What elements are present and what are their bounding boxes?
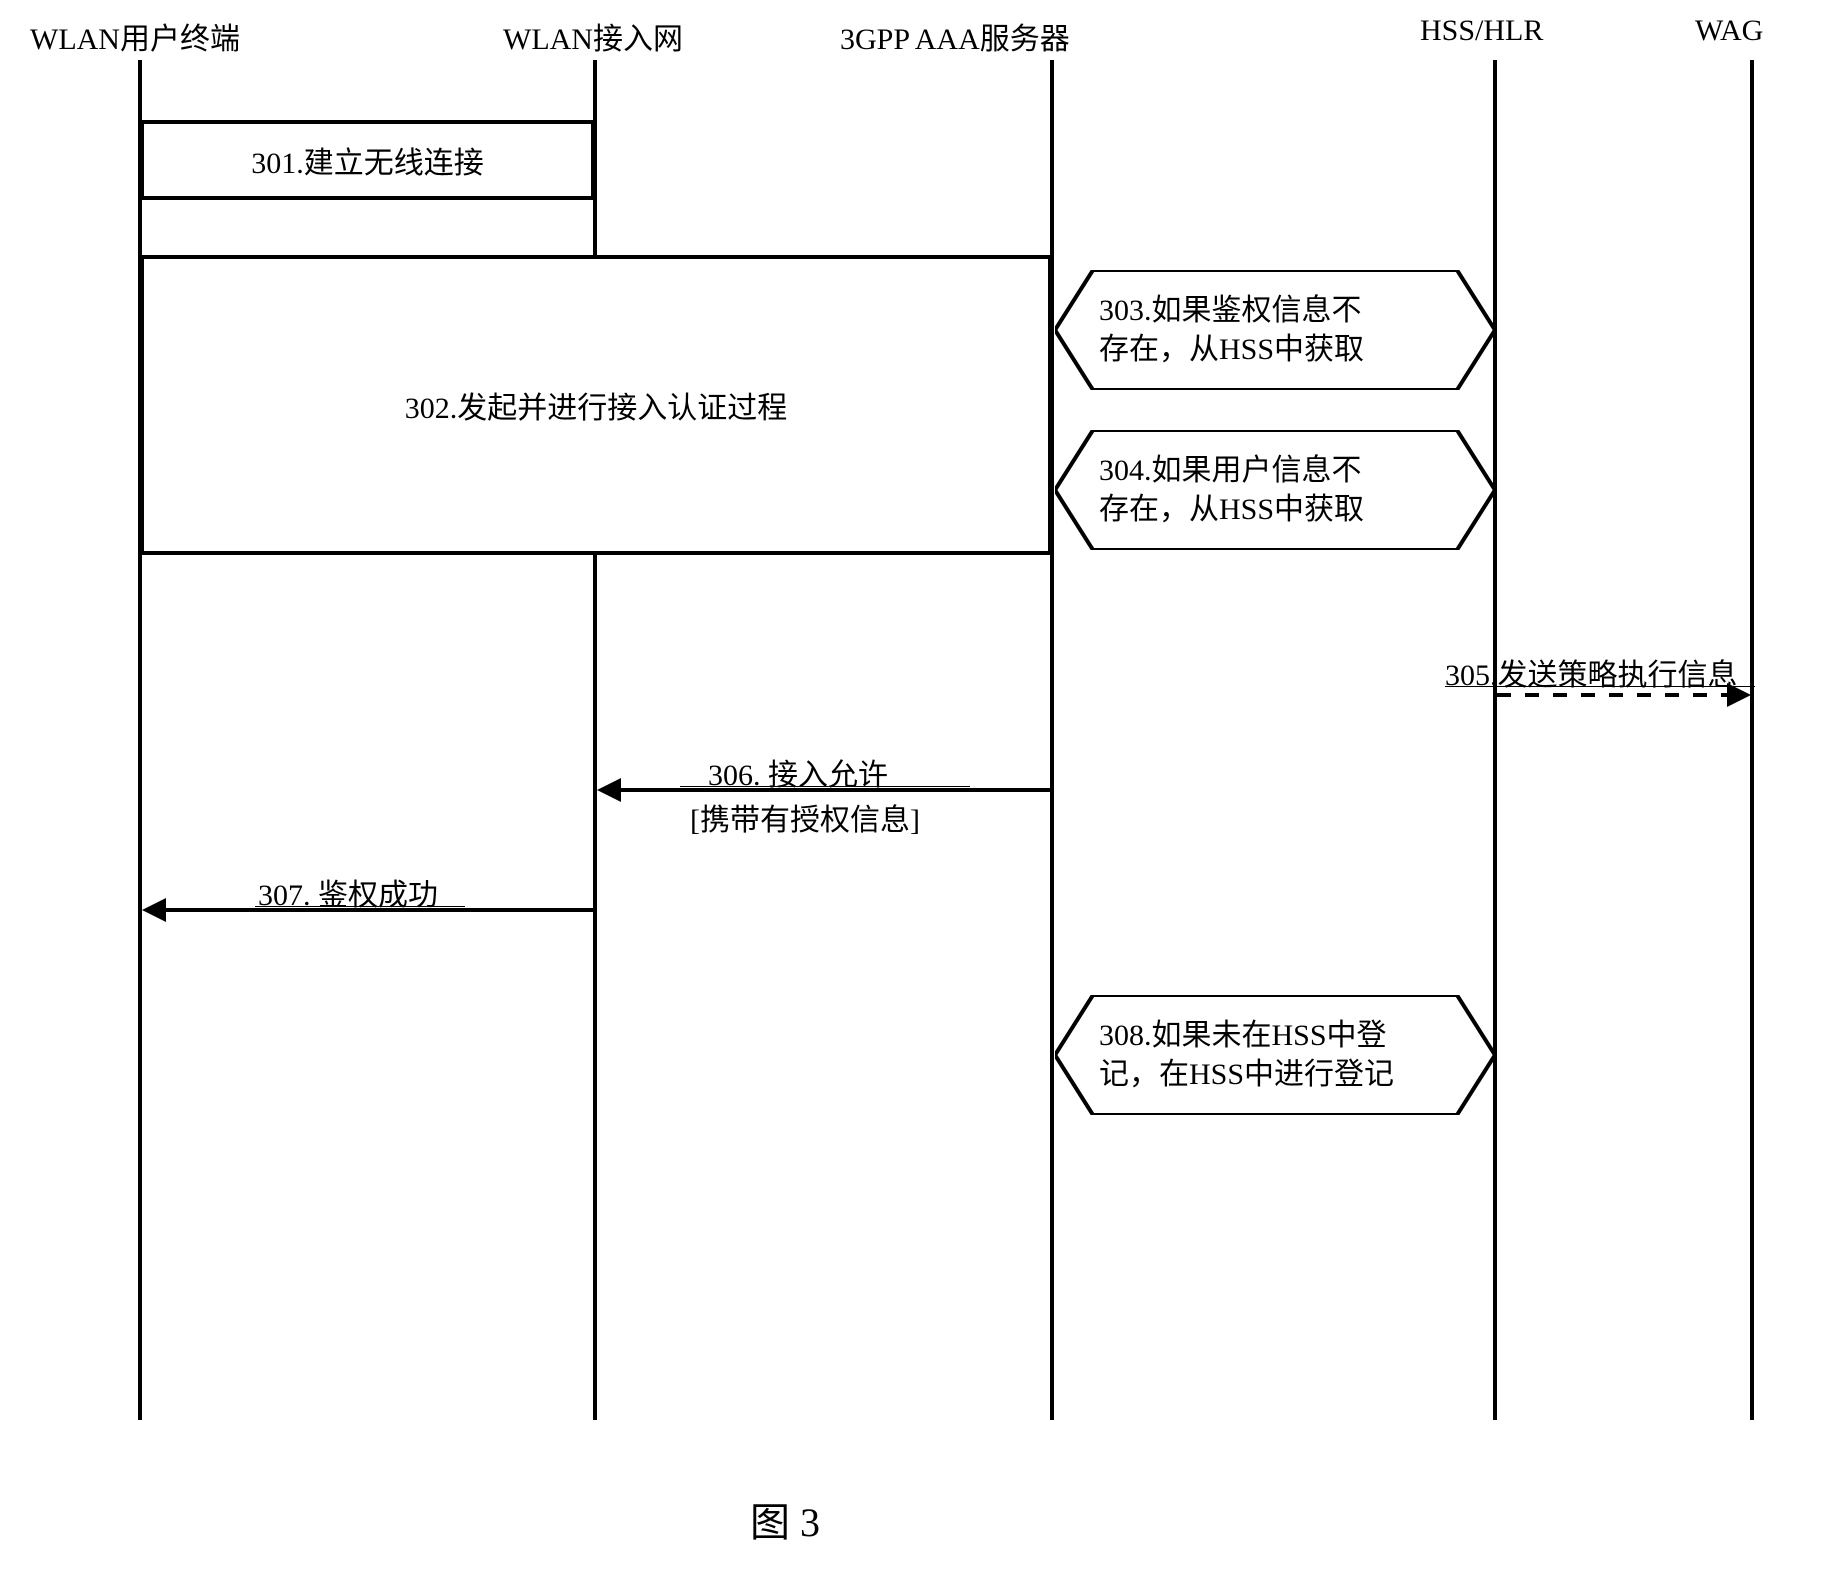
step-306-arrowhead [597, 778, 621, 802]
actor-label-wan: WLAN接入网 [503, 14, 683, 58]
step-301-label: 301.建立无线连接 [251, 138, 484, 182]
step-308-line1: 308.如果未在HSS中登 [1099, 1019, 1387, 1052]
step-304-hex: 304.如果用户信息不 存在，从HSS中获取 [1055, 430, 1495, 550]
step-307-arrowhead [142, 898, 166, 922]
step-303-line2: 存在，从HSS中获取 [1099, 333, 1364, 366]
sequence-diagram: WLAN用户终端 WLAN接入网 3GPP AAA服务器 HSS/HLR WAG… [0, 0, 1835, 1592]
step-308-line2: 记，在HSS中进行登记 [1099, 1058, 1394, 1091]
step-306-line [619, 788, 1052, 792]
step-302-label: 302.发起并进行接入认证过程 [405, 383, 788, 427]
actor-label-hss: HSS/HLR [1420, 14, 1543, 48]
lifeline-wag [1750, 60, 1754, 1420]
step-304-line1: 304.如果用户信息不 [1099, 454, 1362, 487]
step-305-label: 305.发送策略执行信息 [1445, 650, 1738, 694]
step-301-box: 301.建立无线连接 [140, 120, 595, 200]
step-305-line [1497, 693, 1727, 697]
step-307-underline [255, 906, 465, 907]
figure-caption: 图 3 [750, 1490, 820, 1548]
step-303-hex: 303.如果鉴权信息不 存在，从HSS中获取 [1055, 270, 1495, 390]
step-305-arrowhead [1727, 683, 1751, 707]
step-306-label-bottom: [携带有授权信息] [690, 795, 920, 839]
step-305-underline [1445, 686, 1755, 687]
actor-label-wag: WAG [1695, 14, 1763, 48]
actor-label-ue: WLAN用户终端 [30, 14, 240, 58]
lifeline-hss [1493, 60, 1497, 1420]
step-304-line2: 存在，从HSS中获取 [1099, 493, 1364, 526]
step-308-hex: 308.如果未在HSS中登 记，在HSS中进行登记 [1055, 995, 1495, 1115]
actor-label-aaa: 3GPP AAA服务器 [840, 14, 1070, 58]
step-307-line [164, 908, 595, 912]
step-306-underline [680, 786, 970, 787]
step-303-line1: 303.如果鉴权信息不 [1099, 294, 1362, 327]
step-302-box: 302.发起并进行接入认证过程 [140, 255, 1052, 555]
